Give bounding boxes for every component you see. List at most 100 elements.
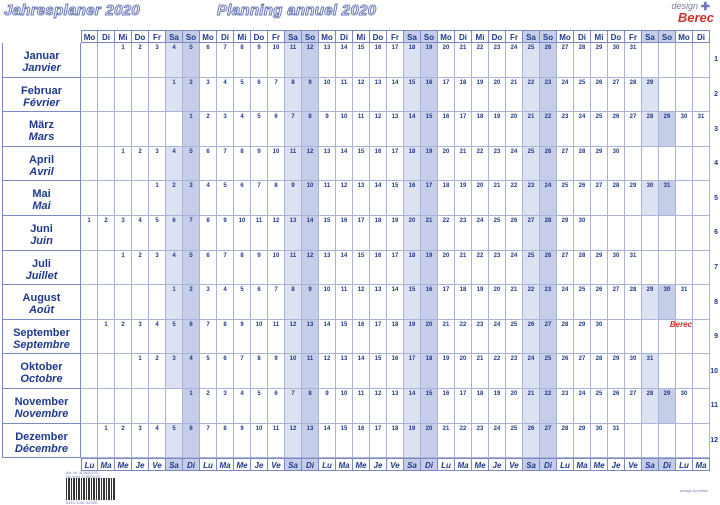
day-cell[interactable]: 15 (404, 77, 421, 113)
day-cell[interactable]: 21 (438, 423, 455, 459)
day-cell[interactable]: 25 (506, 319, 523, 355)
day-cell[interactable]: 2 (166, 181, 183, 216)
day-cell[interactable]: 24 (506, 146, 523, 182)
day-cell[interactable]: 30 (676, 389, 693, 424)
day-cell[interactable]: 3 (183, 181, 200, 216)
day-cell[interactable]: 27 (608, 77, 625, 113)
day-cell[interactable]: 8 (234, 43, 251, 78)
day-cell[interactable]: 20 (472, 181, 489, 216)
day-cell[interactable]: 12 (319, 354, 336, 389)
day-cell[interactable] (659, 250, 676, 286)
day-cell[interactable]: 27 (608, 285, 625, 320)
day-cell[interactable]: 4 (132, 216, 149, 251)
day-cell[interactable]: 6 (166, 216, 183, 251)
day-cell[interactable]: 2 (115, 423, 132, 459)
day-cell[interactable]: 29 (591, 43, 608, 78)
day-cell[interactable]: 30 (608, 146, 625, 182)
day-cell[interactable]: 6 (268, 112, 285, 147)
day-cell[interactable]: 23 (540, 77, 557, 113)
day-cell[interactable]: 7 (285, 112, 302, 147)
day-cell[interactable] (166, 112, 183, 147)
day-cell[interactable]: 4 (217, 285, 234, 320)
day-cell[interactable]: 7 (234, 354, 251, 389)
day-cell[interactable]: 2 (132, 146, 149, 182)
day-cell[interactable]: 30 (676, 112, 693, 147)
day-cell[interactable]: 9 (302, 285, 319, 320)
day-cell[interactable]: 24 (540, 181, 557, 216)
day-cell[interactable]: 22 (455, 423, 472, 459)
day-cell[interactable]: 18 (387, 423, 404, 459)
day-cell[interactable]: 6 (200, 146, 217, 182)
day-cell[interactable] (676, 77, 693, 113)
day-cell[interactable]: 13 (302, 423, 319, 459)
day-cell[interactable]: 13 (387, 112, 404, 147)
day-cell[interactable] (608, 216, 625, 251)
day-cell[interactable]: 3 (200, 285, 217, 320)
day-cell[interactable] (693, 77, 710, 113)
day-cell[interactable] (676, 216, 693, 251)
day-cell[interactable]: 14 (353, 354, 370, 389)
day-cell[interactable]: 29 (659, 112, 676, 147)
day-cell[interactable]: 19 (421, 43, 438, 78)
day-cell[interactable]: 12 (370, 389, 387, 424)
day-cell[interactable]: 11 (285, 146, 302, 182)
day-cell[interactable]: 11 (302, 354, 319, 389)
day-cell[interactable]: 26 (523, 319, 540, 355)
day-cell[interactable]: 4 (200, 181, 217, 216)
day-cell[interactable]: 10 (336, 112, 353, 147)
day-cell[interactable]: 12 (285, 423, 302, 459)
day-cell[interactable]: 29 (557, 216, 574, 251)
day-cell[interactable]: 3 (149, 250, 166, 286)
day-cell[interactable]: 18 (387, 319, 404, 355)
day-cell[interactable]: 12 (353, 285, 370, 320)
day-cell[interactable]: 15 (421, 389, 438, 424)
day-cell[interactable]: 29 (574, 423, 591, 459)
day-cell[interactable]: 29 (591, 250, 608, 286)
day-cell[interactable]: 18 (421, 354, 438, 389)
day-cell[interactable]: 3 (132, 423, 149, 459)
day-cell[interactable]: 8 (217, 423, 234, 459)
day-cell[interactable]: 1 (98, 319, 115, 355)
day-cell[interactable] (98, 285, 115, 320)
day-cell[interactable]: 16 (370, 146, 387, 182)
day-cell[interactable]: 10 (336, 389, 353, 424)
day-cell[interactable]: 20 (421, 423, 438, 459)
day-cell[interactable]: 26 (540, 250, 557, 286)
day-cell[interactable]: 8 (285, 77, 302, 113)
day-cell[interactable]: 3 (166, 354, 183, 389)
day-cell[interactable]: 19 (404, 319, 421, 355)
day-cell[interactable] (149, 77, 166, 113)
day-cell[interactable] (81, 146, 98, 182)
day-cell[interactable]: 9 (251, 43, 268, 78)
day-cell[interactable]: 3 (200, 77, 217, 113)
day-cell[interactable]: 11 (268, 319, 285, 355)
day-cell[interactable]: 16 (438, 389, 455, 424)
day-cell[interactable]: 21 (506, 285, 523, 320)
day-cell[interactable]: 1 (115, 250, 132, 286)
day-cell[interactable]: 31 (608, 423, 625, 459)
day-cell[interactable]: 4 (217, 77, 234, 113)
day-cell[interactable] (115, 285, 132, 320)
day-cell[interactable]: 2 (149, 354, 166, 389)
day-cell[interactable] (676, 250, 693, 286)
day-cell[interactable]: 26 (608, 112, 625, 147)
day-cell[interactable]: 22 (472, 146, 489, 182)
day-cell[interactable] (659, 216, 676, 251)
day-cell[interactable]: 9 (217, 216, 234, 251)
day-cell[interactable]: 14 (404, 112, 421, 147)
day-cell[interactable]: 31 (676, 285, 693, 320)
day-cell[interactable]: 9 (319, 389, 336, 424)
day-cell[interactable] (115, 77, 132, 113)
day-cell[interactable]: 10 (234, 216, 251, 251)
day-cell[interactable]: 2 (200, 389, 217, 424)
day-cell[interactable] (115, 112, 132, 147)
day-cell[interactable] (693, 319, 710, 355)
day-cell[interactable]: 5 (166, 423, 183, 459)
day-cell[interactable]: 8 (302, 389, 319, 424)
day-cell[interactable]: 16 (421, 77, 438, 113)
day-cell[interactable]: 27 (540, 319, 557, 355)
day-cell[interactable]: 7 (217, 250, 234, 286)
day-cell[interactable]: 23 (489, 43, 506, 78)
day-cell[interactable]: 26 (608, 389, 625, 424)
day-cell[interactable]: 22 (540, 112, 557, 147)
